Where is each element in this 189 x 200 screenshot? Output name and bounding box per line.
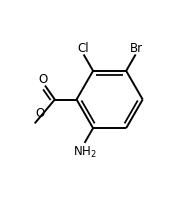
Text: O: O: [36, 106, 45, 119]
Text: O: O: [38, 72, 47, 85]
Text: Cl: Cl: [78, 41, 89, 54]
Text: NH$_2$: NH$_2$: [73, 144, 96, 159]
Text: Br: Br: [130, 41, 143, 54]
